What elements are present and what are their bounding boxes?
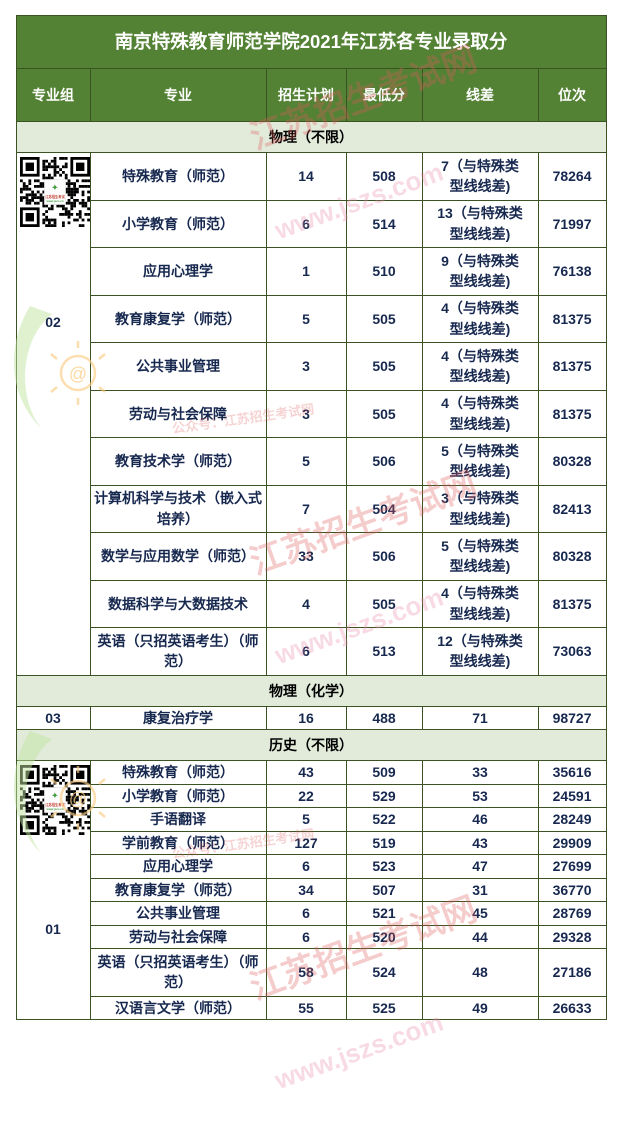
svg-text:www.jszs.cn: www.jszs.cn bbox=[45, 199, 63, 203]
svg-text:✦: ✦ bbox=[51, 791, 58, 800]
svg-text:✦: ✦ bbox=[51, 183, 58, 192]
svg-text:www.jszs.cn: www.jszs.cn bbox=[45, 807, 63, 811]
svg-text:江苏招生考试: 江苏招生考试 bbox=[45, 802, 65, 807]
svg-text:江苏招生考试: 江苏招生考试 bbox=[45, 194, 65, 199]
